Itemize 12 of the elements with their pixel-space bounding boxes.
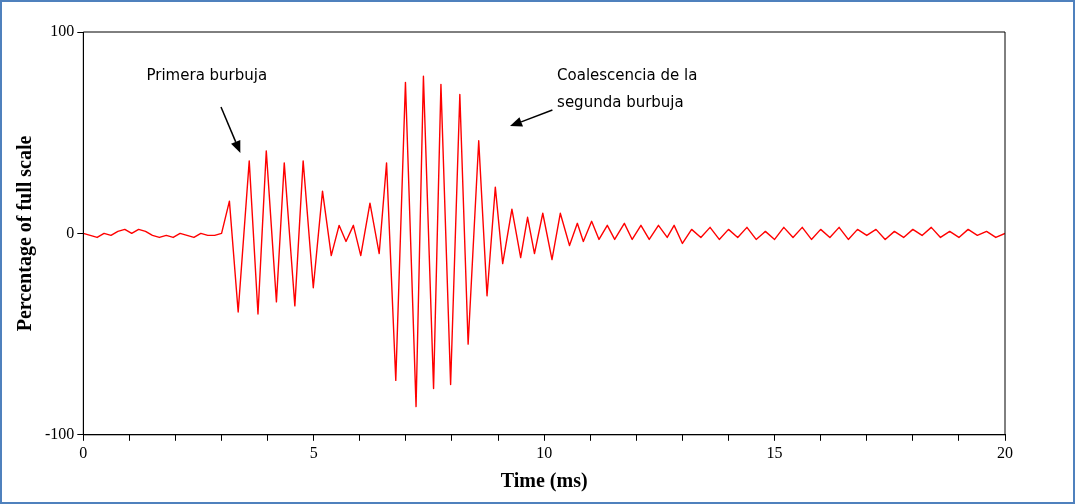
x-axis-title: Time (ms) [500,469,588,493]
y-tick-label: -100 [45,425,75,442]
y-tick-label: 100 [50,22,75,40]
x-tick-label: 20 [997,443,1013,461]
x-tick-label: 10 [536,443,553,461]
annotation: Primera burbuja [146,65,268,84]
x-tick-label: 0 [79,443,88,461]
y-tick-label: 0 [66,223,75,241]
y-axis-title: Percentage of full scale [13,135,37,332]
annotation: Coalescencia de la segunda burbuja [557,65,698,111]
x-tick-label: 15 [766,443,783,461]
x-tick-label: 5 [309,443,318,461]
